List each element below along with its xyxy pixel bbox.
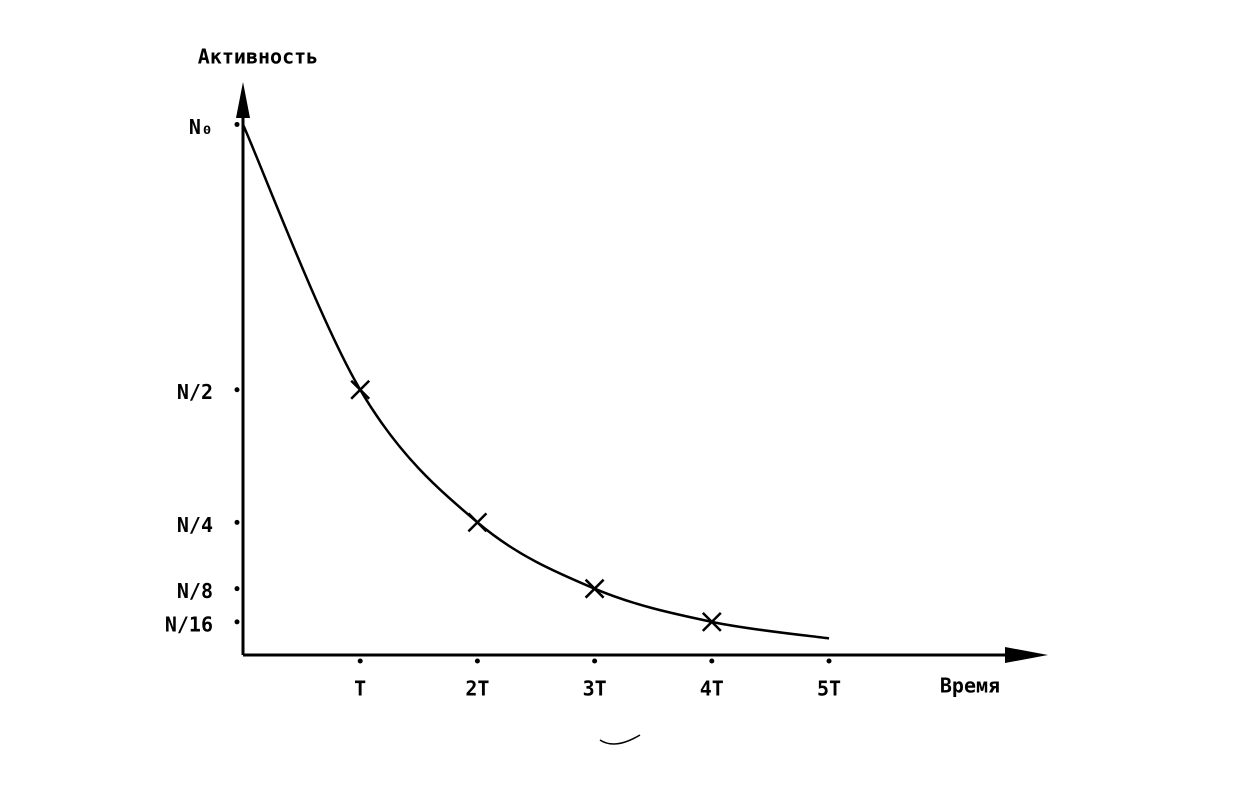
- y-tick-label: N/4: [177, 513, 213, 537]
- x-tick-label: 4T: [700, 677, 724, 701]
- x-tick: [357, 658, 363, 664]
- y-tick: [234, 121, 240, 127]
- cross-marker: [467, 512, 488, 533]
- x-tick-label: 2T: [465, 677, 489, 701]
- x-tick-label: 5T: [817, 677, 841, 701]
- y-tick-label: N/16: [165, 612, 213, 636]
- decay-curve: [241, 123, 830, 640]
- y-tick: [234, 519, 240, 525]
- x-tick: [474, 658, 480, 664]
- x-tick-label: T: [354, 677, 366, 701]
- x-tick: [826, 658, 832, 664]
- x-tick: [592, 658, 598, 664]
- y-tick-label: N/8: [177, 579, 213, 603]
- y-tick-label: N₀: [189, 115, 213, 139]
- x-axis-label: Время: [940, 674, 1000, 698]
- y-tick: [234, 619, 240, 625]
- scribble: [599, 734, 641, 745]
- x-tick: [709, 658, 715, 664]
- cross-marker: [350, 379, 371, 400]
- x-axis-arrow: [1005, 647, 1048, 663]
- y-tick: [234, 387, 240, 393]
- cross-marker: [584, 578, 605, 599]
- y-tick: [234, 586, 240, 592]
- y-axis-arrow: [236, 82, 250, 118]
- y-axis-label: Активность: [198, 45, 318, 69]
- x-tick-label: 3T: [583, 677, 607, 701]
- cross-marker: [701, 611, 722, 632]
- y-tick-label: N/2: [177, 380, 213, 404]
